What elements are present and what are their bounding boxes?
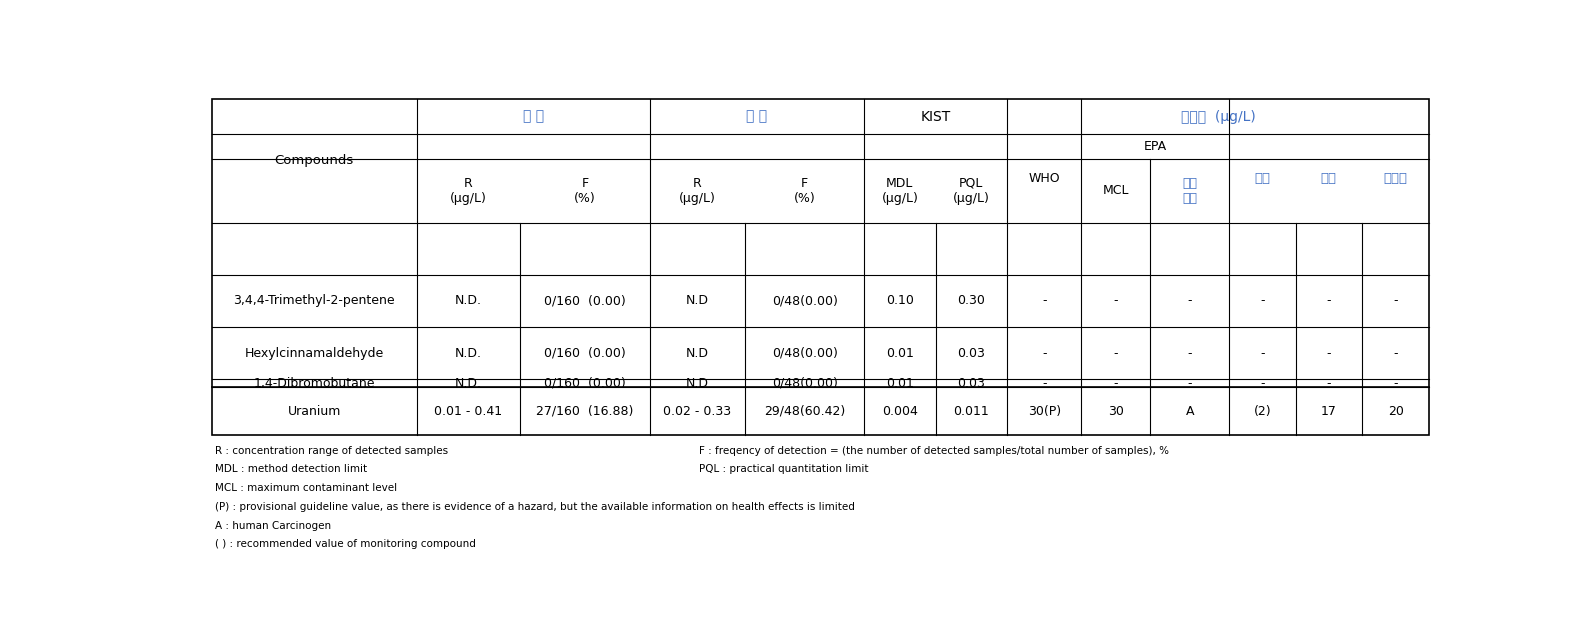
Text: A : human Carcinogen: A : human Carcinogen [215, 520, 332, 531]
Text: -: - [1042, 377, 1046, 390]
Text: 발암
그룹: 발암 그룹 [1182, 177, 1198, 205]
Text: R
(μg/L): R (μg/L) [450, 177, 486, 205]
Text: N.D.: N.D. [455, 347, 482, 360]
Text: (2): (2) [1254, 404, 1271, 417]
Text: PQL
(μg/L): PQL (μg/L) [952, 177, 990, 205]
Bar [212, 99, 1429, 435]
Text: 캐나다: 캐나다 [1383, 172, 1407, 185]
Text: PQL : practical quantitation limit: PQL : practical quantitation limit [699, 464, 868, 474]
Text: F : freqency of detection = (the number of detected samples/total number of samp: F : freqency of detection = (the number … [699, 445, 1169, 456]
Text: 일본: 일본 [1255, 172, 1271, 185]
Text: N.D: N.D [686, 347, 708, 360]
Text: EPA: EPA [1144, 140, 1168, 153]
Text: 0/48(0.00): 0/48(0.00) [772, 294, 837, 308]
Text: WHO: WHO [1029, 172, 1061, 185]
Text: 0.01 - 0.41: 0.01 - 0.41 [434, 404, 502, 417]
Text: Uranium: Uranium [287, 404, 341, 417]
Text: ( ) : recommended value of monitoring compound: ( ) : recommended value of monitoring co… [215, 539, 477, 549]
Text: -: - [1394, 347, 1397, 360]
Text: -: - [1260, 377, 1265, 390]
Text: F
(%): F (%) [794, 177, 815, 205]
Text: Compounds: Compounds [274, 154, 354, 167]
Text: 기준값  (μg/L): 기준값 (μg/L) [1180, 110, 1255, 124]
Text: Hexylcinnamaldehyde: Hexylcinnamaldehyde [244, 347, 384, 360]
Text: -: - [1113, 347, 1118, 360]
Text: 30: 30 [1107, 404, 1123, 417]
Text: F
(%): F (%) [574, 177, 597, 205]
Text: 0/160  (0.00): 0/160 (0.00) [544, 294, 625, 308]
Text: 30(P): 30(P) [1027, 404, 1061, 417]
Text: -: - [1260, 347, 1265, 360]
Text: N.D.: N.D. [455, 377, 482, 390]
Text: 0.10: 0.10 [885, 294, 914, 308]
Text: KIST: KIST [920, 110, 951, 124]
Text: -: - [1394, 377, 1397, 390]
Text: 20: 20 [1388, 404, 1404, 417]
Text: 17: 17 [1321, 404, 1337, 417]
Text: 0.01: 0.01 [885, 377, 914, 390]
Text: (P) : provisional guideline value, as there is evidence of a hazard, but the ava: (P) : provisional guideline value, as th… [215, 502, 855, 512]
Text: N.D: N.D [686, 294, 708, 308]
Text: -: - [1188, 294, 1191, 308]
Text: -: - [1260, 294, 1265, 308]
Text: 0.01: 0.01 [885, 347, 914, 360]
Text: 0.011: 0.011 [954, 404, 989, 417]
Text: MDL : method detection limit: MDL : method detection limit [215, 464, 367, 474]
Text: 호주: 호주 [1321, 172, 1337, 185]
Text: -: - [1327, 347, 1330, 360]
Text: -: - [1113, 294, 1118, 308]
Text: MCL: MCL [1102, 185, 1129, 197]
Text: R
(μg/L): R (μg/L) [679, 177, 716, 205]
Text: 0/48(0.00): 0/48(0.00) [772, 377, 837, 390]
Text: 정 수: 정 수 [523, 110, 544, 124]
Text: N.D: N.D [686, 377, 708, 390]
Text: 0.004: 0.004 [882, 404, 917, 417]
Text: -: - [1042, 347, 1046, 360]
Text: 0/48(0.00): 0/48(0.00) [772, 347, 837, 360]
Text: -: - [1188, 377, 1191, 390]
Text: 29/48(60.42): 29/48(60.42) [764, 404, 845, 417]
Text: 0/160  (0.00): 0/160 (0.00) [544, 347, 625, 360]
Text: 0/160  (0.00): 0/160 (0.00) [544, 377, 625, 390]
Text: MDL
(μg/L): MDL (μg/L) [882, 177, 919, 205]
Text: 27/160  (16.88): 27/160 (16.88) [536, 404, 633, 417]
Text: -: - [1327, 377, 1330, 390]
Text: -: - [1394, 294, 1397, 308]
Text: -: - [1188, 347, 1191, 360]
Text: -: - [1113, 377, 1118, 390]
Text: 0.02 - 0.33: 0.02 - 0.33 [664, 404, 732, 417]
Text: 1,4-Dibromobutane: 1,4-Dibromobutane [254, 377, 375, 390]
Text: MCL : maximum contaminant level: MCL : maximum contaminant level [215, 483, 397, 493]
Text: 원 수: 원 수 [746, 110, 767, 124]
Text: R : concentration range of detected samples: R : concentration range of detected samp… [215, 445, 448, 456]
Text: -: - [1042, 294, 1046, 308]
Text: N.D.: N.D. [455, 294, 482, 308]
Text: A: A [1185, 404, 1195, 417]
Text: 0.30: 0.30 [957, 294, 986, 308]
Text: 0.03: 0.03 [957, 377, 986, 390]
Text: 0.03: 0.03 [957, 347, 986, 360]
Text: -: - [1327, 294, 1330, 308]
Text: 3,4,4-Trimethyl-2-pentene: 3,4,4-Trimethyl-2-pentene [233, 294, 396, 308]
